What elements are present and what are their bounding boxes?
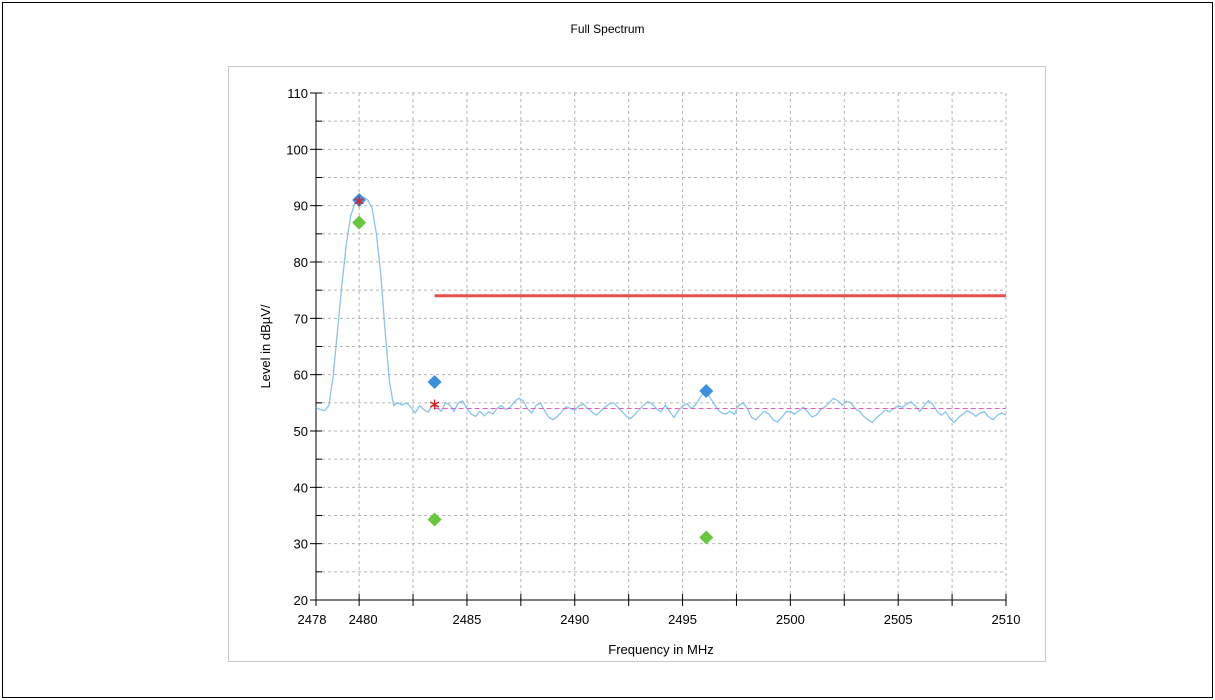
star-marker bbox=[354, 196, 364, 207]
chart-title: Full Spectrum bbox=[570, 22, 645, 36]
y-tick-label: 20 bbox=[294, 593, 308, 608]
y-tick-label: 60 bbox=[294, 368, 308, 383]
x-tick-label: 2485 bbox=[452, 612, 481, 627]
y-tick-label: 50 bbox=[294, 424, 308, 439]
star-stroke bbox=[354, 198, 364, 205]
x-tick-label: 2480 bbox=[349, 612, 378, 627]
markers-layer bbox=[352, 193, 714, 545]
x-axis-label: Frequency in MHz bbox=[608, 642, 713, 657]
average-marker bbox=[699, 530, 714, 545]
y-tick-label: 80 bbox=[294, 255, 308, 270]
grid-lines bbox=[316, 92, 1007, 600]
spectrum-trace bbox=[315, 196, 1007, 424]
y-tick-label: 70 bbox=[294, 311, 308, 326]
axes: 20 30 40 50 60 70 80 90 100 110 2478 2480 2485 2490 24… bbox=[286, 86, 1020, 627]
y-tick-label: 100 bbox=[286, 142, 308, 157]
y-tick-label: 110 bbox=[287, 86, 308, 101]
peak-marker bbox=[699, 384, 714, 399]
peak-marker bbox=[427, 374, 442, 389]
x-tick-label: 2490 bbox=[560, 612, 589, 627]
x-tick-label: 2495 bbox=[668, 612, 697, 627]
series-layer bbox=[315, 196, 1007, 424]
x-tick-label: 2505 bbox=[884, 612, 913, 627]
y-tick-label: 30 bbox=[294, 537, 308, 552]
x-tick-label: 2478 bbox=[298, 612, 327, 627]
plot-frame bbox=[228, 66, 1046, 662]
star-marker bbox=[429, 399, 440, 410]
average-marker bbox=[427, 512, 442, 527]
y-tick-label: 40 bbox=[294, 480, 308, 495]
average-marker bbox=[352, 215, 367, 230]
star-stroke bbox=[429, 401, 440, 408]
x-tick-label: 2500 bbox=[776, 612, 805, 627]
y-axis-label: Level in dBµV/ bbox=[258, 304, 273, 388]
x-tick-label: 2510 bbox=[992, 612, 1021, 627]
y-tick-label: 90 bbox=[294, 199, 308, 214]
